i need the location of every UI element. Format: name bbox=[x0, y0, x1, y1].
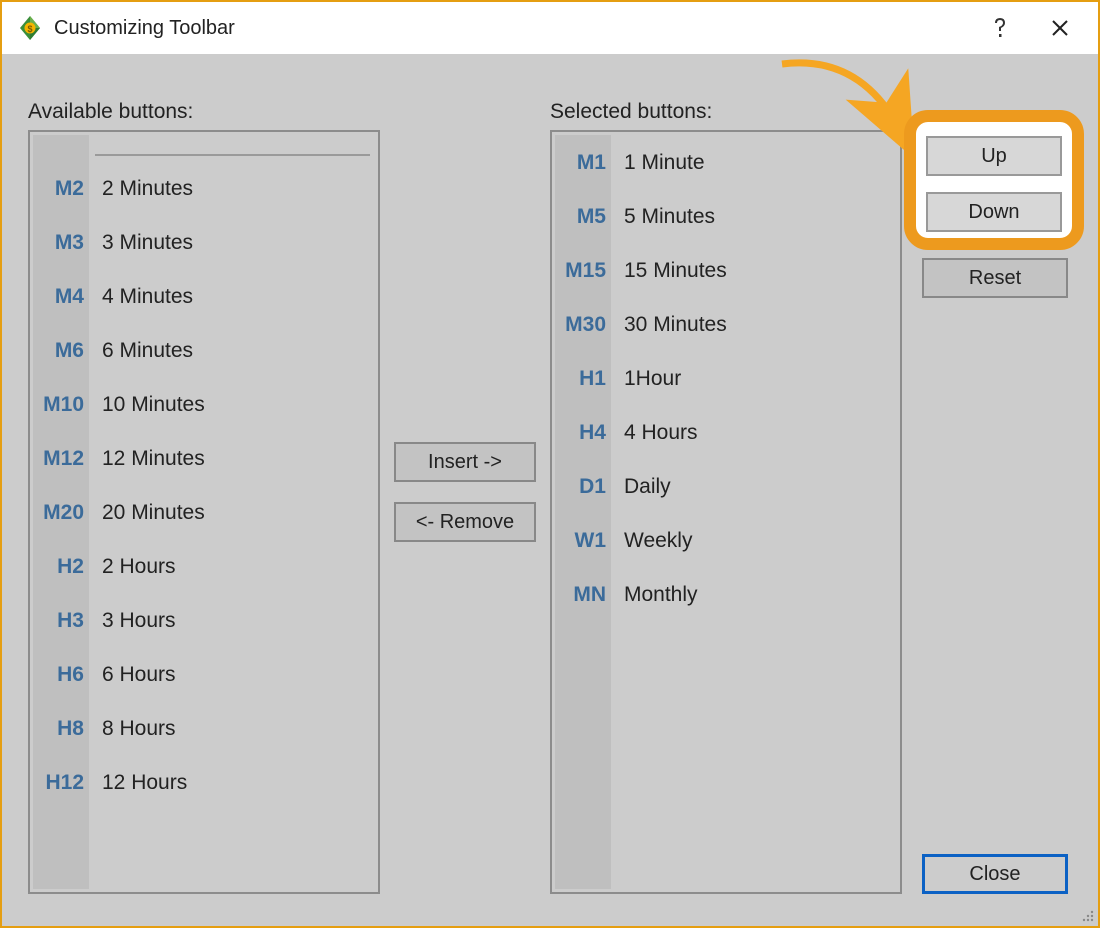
timeframe-desc: Daily bbox=[614, 475, 671, 499]
reset-button[interactable]: Reset bbox=[922, 258, 1068, 298]
list-item[interactable]: M33 Minutes bbox=[30, 216, 378, 270]
timeframe-desc: 6 Minutes bbox=[92, 339, 193, 363]
remove-button[interactable]: <- Remove bbox=[394, 502, 536, 542]
list-item[interactable]: M2020 Minutes bbox=[30, 486, 378, 540]
window-title: Customizing Toolbar bbox=[54, 17, 970, 40]
app-icon: $ bbox=[16, 14, 44, 42]
list-item[interactable]: M3030 Minutes bbox=[552, 298, 900, 352]
dialog-content: Available buttons: Selected buttons: M22… bbox=[2, 54, 1098, 926]
insert-button[interactable]: Insert -> bbox=[394, 442, 536, 482]
list-item[interactable]: H1212 Hours bbox=[30, 756, 378, 810]
timeframe-desc: 12 Minutes bbox=[92, 447, 205, 471]
timeframe-code: M6 bbox=[30, 339, 92, 363]
timeframe-code: M10 bbox=[30, 393, 92, 417]
list-item[interactable]: H44 Hours bbox=[552, 406, 900, 460]
timeframe-code: M12 bbox=[30, 447, 92, 471]
list-item[interactable]: M22 Minutes bbox=[30, 162, 378, 216]
list-item[interactable]: MNMonthly bbox=[552, 568, 900, 622]
svg-text:$: $ bbox=[27, 24, 32, 34]
timeframe-desc: 3 Hours bbox=[92, 609, 176, 633]
available-label: Available buttons: bbox=[28, 100, 193, 124]
list-item[interactable]: M44 Minutes bbox=[30, 270, 378, 324]
list-item[interactable]: M11 Minute bbox=[552, 136, 900, 190]
timeframe-desc: 1Hour bbox=[614, 367, 681, 391]
help-button[interactable] bbox=[970, 2, 1030, 54]
list-item[interactable]: M1212 Minutes bbox=[30, 432, 378, 486]
timeframe-code: H2 bbox=[30, 555, 92, 579]
close-window-button[interactable] bbox=[1030, 2, 1090, 54]
timeframe-desc: 5 Minutes bbox=[614, 205, 715, 229]
list-item[interactable]: M1010 Minutes bbox=[30, 378, 378, 432]
timeframe-code: H1 bbox=[552, 367, 614, 391]
down-button[interactable]: Down bbox=[926, 192, 1062, 232]
list-item[interactable]: M66 Minutes bbox=[30, 324, 378, 378]
timeframe-code: MN bbox=[552, 583, 614, 607]
list-item[interactable]: H88 Hours bbox=[30, 702, 378, 756]
timeframe-desc: 2 Hours bbox=[92, 555, 176, 579]
timeframe-desc: 3 Minutes bbox=[92, 231, 193, 255]
timeframe-desc: Weekly bbox=[614, 529, 692, 553]
up-button[interactable]: Up bbox=[926, 136, 1062, 176]
resize-grip-icon[interactable] bbox=[1078, 906, 1094, 922]
timeframe-code: H8 bbox=[30, 717, 92, 741]
timeframe-desc: 10 Minutes bbox=[92, 393, 205, 417]
timeframe-desc: 4 Hours bbox=[614, 421, 698, 445]
list-item[interactable]: H33 Hours bbox=[30, 594, 378, 648]
timeframe-code: D1 bbox=[552, 475, 614, 499]
timeframe-code: H6 bbox=[30, 663, 92, 687]
timeframe-code: M30 bbox=[552, 313, 614, 337]
timeframe-code: M20 bbox=[30, 501, 92, 525]
timeframe-desc: 30 Minutes bbox=[614, 313, 727, 337]
timeframe-code: M4 bbox=[30, 285, 92, 309]
timeframe-desc: 12 Hours bbox=[92, 771, 187, 795]
timeframe-desc: 2 Minutes bbox=[92, 177, 193, 201]
list-item[interactable]: M1515 Minutes bbox=[552, 244, 900, 298]
list-item[interactable]: H66 Hours bbox=[30, 648, 378, 702]
list-item[interactable]: M55 Minutes bbox=[552, 190, 900, 244]
timeframe-code: M5 bbox=[552, 205, 614, 229]
timeframe-desc: 8 Hours bbox=[92, 717, 176, 741]
available-listbox[interactable]: M22 MinutesM33 MinutesM44 MinutesM66 Min… bbox=[28, 130, 380, 894]
timeframe-desc: Monthly bbox=[614, 583, 698, 607]
list-item[interactable]: H11Hour bbox=[552, 352, 900, 406]
timeframe-code: M15 bbox=[552, 259, 614, 283]
timeframe-desc: 4 Minutes bbox=[92, 285, 193, 309]
close-button[interactable]: Close bbox=[922, 854, 1068, 894]
selected-label: Selected buttons: bbox=[550, 100, 712, 124]
timeframe-code: M2 bbox=[30, 177, 92, 201]
list-item[interactable]: D1Daily bbox=[552, 460, 900, 514]
timeframe-code: H3 bbox=[30, 609, 92, 633]
timeframe-code: W1 bbox=[552, 529, 614, 553]
selected-listbox[interactable]: M11 MinuteM55 MinutesM1515 MinutesM3030 … bbox=[550, 130, 902, 894]
timeframe-desc: 20 Minutes bbox=[92, 501, 205, 525]
titlebar: $ Customizing Toolbar bbox=[2, 2, 1098, 54]
timeframe-code: M1 bbox=[552, 151, 614, 175]
list-item[interactable]: W1Weekly bbox=[552, 514, 900, 568]
list-item[interactable]: H22 Hours bbox=[30, 540, 378, 594]
timeframe-desc: 15 Minutes bbox=[614, 259, 727, 283]
dialog-window: $ Customizing Toolbar Available buttons:… bbox=[0, 0, 1100, 928]
timeframe-desc: 1 Minute bbox=[614, 151, 705, 175]
separator-line bbox=[95, 154, 370, 156]
timeframe-code: H4 bbox=[552, 421, 614, 445]
timeframe-desc: 6 Hours bbox=[92, 663, 176, 687]
timeframe-code: H12 bbox=[30, 771, 92, 795]
timeframe-code: M3 bbox=[30, 231, 92, 255]
